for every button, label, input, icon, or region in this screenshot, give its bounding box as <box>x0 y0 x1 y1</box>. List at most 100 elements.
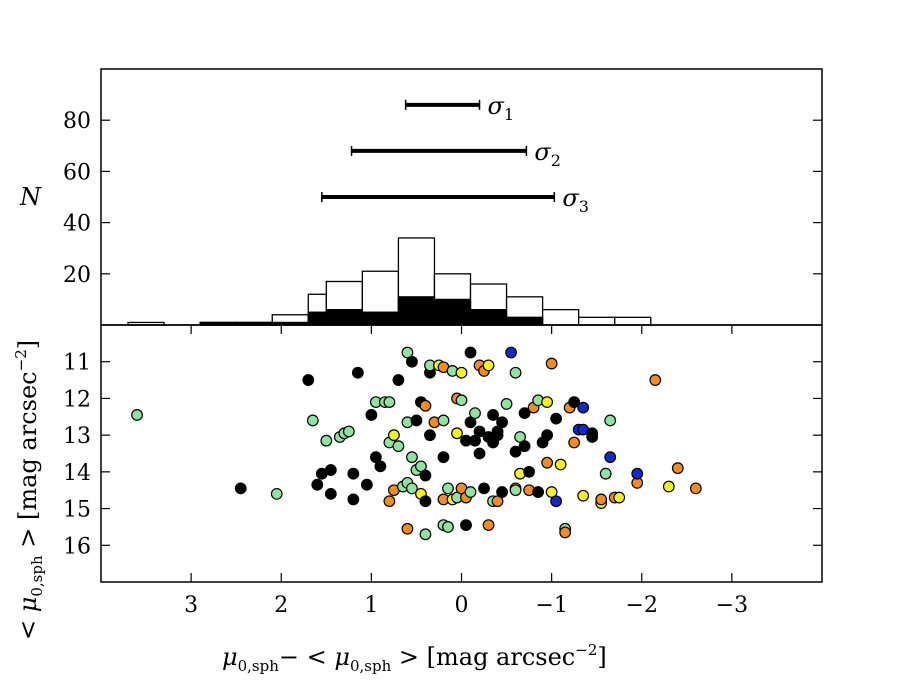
scatter-point-green <box>604 414 617 427</box>
scatter-point-black <box>518 440 531 453</box>
histogram-bars <box>127 237 652 326</box>
scatter-point-black <box>419 495 432 508</box>
scatter-point-black <box>532 486 545 498</box>
hist-bar-subset-9 <box>433 298 472 326</box>
scatter-point-green <box>270 487 283 500</box>
hist-y-tick-label: 20 <box>63 263 91 288</box>
scatter-point-yellow <box>451 427 463 440</box>
scatter-point-orange <box>401 522 414 535</box>
scatter-point-yellow <box>545 486 558 498</box>
scatter-point-green <box>437 414 450 427</box>
scatter-point-black <box>324 464 337 476</box>
scatter-point-black <box>464 346 477 359</box>
scatter-point-green <box>599 467 612 480</box>
scatter-point-black <box>469 434 481 447</box>
scatter-y-tick-label: 14 <box>63 461 91 486</box>
scatter-frame <box>100 324 823 583</box>
scatter-point-orange <box>649 374 662 386</box>
scatter-point-black <box>360 478 373 491</box>
scatter-point-orange <box>545 357 558 370</box>
hist-bar-subset-11 <box>505 316 544 326</box>
scatter-point-green <box>342 425 355 438</box>
scatter-point-yellow <box>662 480 675 493</box>
scatter-y-tick-label: 12 <box>63 387 91 412</box>
scatter-point-black <box>496 486 508 498</box>
scatter-point-blue <box>505 346 517 359</box>
scatter-point-green <box>419 528 432 541</box>
scatter-point-orange <box>595 493 608 506</box>
scatter-point-orange <box>383 495 396 508</box>
scatter-point-yellow <box>388 429 400 442</box>
scatter-point-yellow <box>613 491 626 504</box>
scatter-point-green <box>392 440 405 453</box>
hist-bar-subset-6 <box>325 308 364 326</box>
scatter-point-green <box>442 521 454 533</box>
scatter-point-green <box>320 434 333 447</box>
scatter-point-yellow <box>455 366 468 379</box>
scatter-point-green <box>464 486 477 498</box>
scatter-point-orange <box>689 482 702 495</box>
scatter-point-black <box>491 429 504 442</box>
scatter-point-green <box>500 398 513 410</box>
scatter-point-black <box>568 396 581 409</box>
sigma-label-3: σ3 <box>562 184 589 216</box>
scatter-point-black <box>473 425 486 438</box>
scatter-point-orange <box>671 462 684 475</box>
scatter-point-black <box>410 414 423 427</box>
hist-bar-subset-8 <box>397 296 436 326</box>
scatter-point-black <box>541 429 554 442</box>
hist-bar-subset-10 <box>469 308 508 326</box>
scatter-point-black <box>473 447 486 460</box>
scatter-point-orange <box>491 495 504 508</box>
scatter-y-tick-label: 15 <box>63 498 91 523</box>
scatter-point-black <box>496 416 508 429</box>
scatter-point-yellow <box>482 359 495 372</box>
scatter-point-black <box>347 467 360 480</box>
scatter-point-green <box>401 346 414 359</box>
sigma-label-2: σ2 <box>534 138 561 170</box>
scatter-point-green <box>306 414 319 427</box>
scatter-point-black <box>550 412 563 425</box>
scatter-point-green <box>415 460 427 473</box>
scatter-point-black <box>523 465 535 478</box>
scatter-point-black <box>419 469 432 482</box>
scatter-point-black <box>487 409 499 421</box>
scatter-point-green <box>469 407 481 420</box>
scatter-point-green <box>383 396 396 409</box>
scatter-point-orange <box>559 526 572 539</box>
scatter-point-orange <box>541 456 554 469</box>
scatter-point-black <box>347 493 360 506</box>
histogram-y-label: N <box>19 183 42 211</box>
scatter-point-yellow <box>541 396 554 409</box>
scatter-point-blue <box>577 401 590 414</box>
scatter-point-black <box>586 431 599 443</box>
scatter-point-yellow <box>554 458 567 471</box>
scatter-point-black <box>234 482 247 495</box>
hist-y-tick-label: 40 <box>63 212 91 237</box>
histogram-y-ticks: 20 40 60 80 <box>63 109 822 288</box>
scatter-point-green <box>406 451 418 464</box>
scatter-point-black <box>464 416 477 429</box>
scatter-point-blue <box>604 451 617 464</box>
scatter-point-green <box>514 431 526 443</box>
scatter-point-black <box>324 487 337 500</box>
scatter-point-black <box>509 445 522 458</box>
scatter-point-black <box>437 451 450 464</box>
x-axis-label: μ0,sph− < μ0,sph > [mag arcsec−2] <box>222 641 607 675</box>
y-axis-label: < μ0,sph > [mag arcsec−2] <box>12 340 46 640</box>
scatter-x-tick-label: −3 <box>716 593 748 618</box>
scatter-point-green <box>455 394 468 407</box>
scatter-point-blue <box>631 467 644 480</box>
scatter-point-black <box>460 519 472 531</box>
scatter-point-orange <box>568 436 581 449</box>
scatter-point-black <box>311 478 324 491</box>
hist-bar-subset-7 <box>361 311 400 326</box>
scatter-x-tick-label: 1 <box>364 593 378 618</box>
hist-bar-all-14 <box>614 316 652 326</box>
scatter-point-black <box>374 460 387 473</box>
scatter-point-black <box>365 409 378 421</box>
scatter-y-tick-label: 16 <box>63 534 91 559</box>
scatter-point-green <box>509 484 522 497</box>
